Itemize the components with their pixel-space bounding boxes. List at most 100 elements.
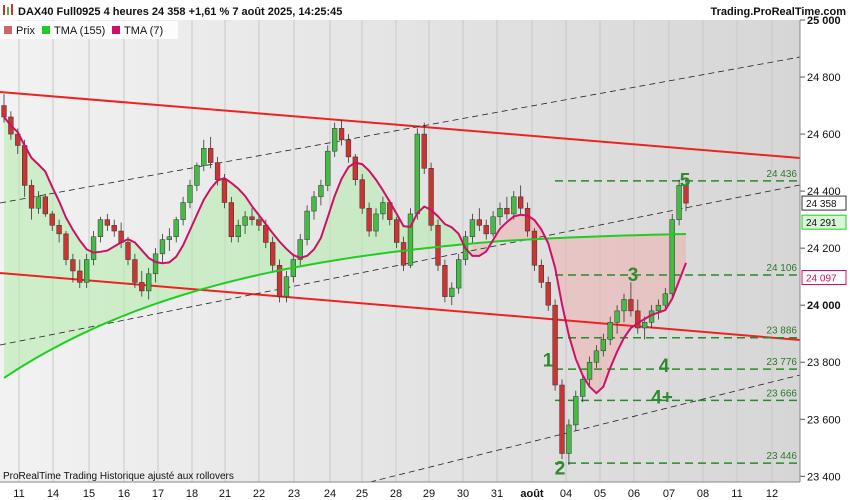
candle-body	[642, 322, 648, 329]
candle-body	[180, 202, 186, 220]
x-tick-label: 16	[118, 488, 130, 500]
candle-body	[311, 196, 317, 212]
x-tick-label: 15	[83, 488, 95, 500]
bearish-fill	[472, 214, 686, 394]
wave-label: 4	[659, 356, 670, 377]
legend-prix: Prix	[16, 25, 35, 37]
candle-body	[662, 293, 668, 306]
candle-body	[228, 202, 234, 237]
x-tick-label: 11	[731, 488, 742, 500]
candle-body	[476, 219, 482, 226]
candle-body	[586, 361, 593, 380]
brand-label: Trading.ProRealTime.com	[710, 6, 846, 18]
y-tick-label: 23 400	[807, 471, 841, 483]
x-tick-label: 14	[47, 488, 59, 500]
candle-body	[421, 133, 427, 169]
candle-body	[56, 225, 62, 235]
x-tick-label: 28	[390, 488, 402, 500]
candle-body	[221, 179, 228, 203]
candle-body	[607, 322, 613, 340]
level-label: 23 776	[766, 357, 797, 368]
candle-body	[538, 265, 544, 283]
candle-body	[407, 213, 414, 266]
channel-lines	[0, 56, 801, 483]
wave-label: 4+	[651, 387, 673, 408]
x-tick-label: 29	[423, 488, 435, 500]
y-tick-label: 24 400	[807, 186, 841, 198]
candle-body	[635, 310, 641, 329]
candle-body	[208, 148, 214, 163]
candle-body	[304, 210, 310, 240]
y-tick-label: 24 200	[807, 243, 841, 255]
price-label-box	[801, 214, 847, 230]
candle-body	[249, 216, 255, 220]
candle-body	[566, 424, 572, 454]
price-label-box	[801, 195, 847, 211]
candle-body	[380, 202, 386, 215]
candle-body	[580, 379, 586, 397]
candle-body	[70, 259, 76, 272]
candle-body	[283, 276, 290, 297]
x-tick-label: 18	[186, 488, 198, 500]
candle-body	[504, 207, 510, 215]
candle-body	[456, 259, 462, 289]
level-label: 23 666	[766, 388, 797, 399]
candle-body	[297, 239, 303, 260]
candle-body	[531, 230, 538, 266]
candle-body	[628, 299, 634, 312]
candles	[1, 94, 689, 465]
candle-body	[187, 185, 193, 203]
level-label: 24 106	[766, 263, 797, 274]
candle-body	[621, 299, 627, 312]
candle-body	[35, 196, 42, 209]
x-tick-label: 07	[663, 488, 675, 500]
candle-body	[352, 156, 358, 180]
channel-upper-red	[0, 91, 801, 159]
candle-body	[600, 339, 606, 352]
y-tick-label: 24 000	[807, 300, 841, 312]
footer-note: ProRealTime Trading Historique ajusté au…	[3, 471, 234, 482]
candle-body	[400, 242, 407, 266]
x-tick-label: 25	[356, 488, 368, 500]
price-label-box	[801, 270, 847, 286]
candle-body	[146, 273, 152, 292]
candle-body	[359, 179, 365, 209]
candle-body	[28, 185, 35, 209]
candle-body	[497, 207, 503, 218]
x-tick-label: 04	[560, 488, 572, 500]
candle-body	[593, 350, 600, 363]
wave-label: 2	[555, 459, 566, 480]
x-tick-label: 24	[324, 488, 336, 500]
candle-body	[325, 150, 331, 186]
candle-body	[449, 287, 455, 297]
level-lines: 24 436 24 106 23 886 23 776 23 666 23 446	[555, 169, 800, 464]
candle-body	[490, 216, 496, 235]
y-tick-label: 24 800	[807, 72, 841, 84]
level-label: 24 436	[766, 169, 797, 180]
candle-body	[655, 304, 662, 312]
candle-body	[173, 219, 179, 237]
x-tick-label: 05	[594, 488, 606, 500]
price-label: 24 291	[806, 218, 837, 229]
candle-body	[152, 253, 159, 275]
x-tick-label: août	[520, 488, 544, 500]
candle-body	[125, 242, 131, 260]
candle-body	[242, 216, 248, 226]
legend: Prix TMA (155) TMA (7)	[0, 21, 178, 39]
candle-body	[42, 196, 48, 215]
candle-body	[559, 384, 565, 454]
wave-label: 3	[628, 265, 639, 286]
header-icon	[3, 4, 13, 15]
candle-body	[518, 196, 524, 209]
legend-tma7: TMA (7)	[124, 25, 163, 37]
candle-body	[111, 225, 117, 232]
candle-body	[345, 139, 352, 158]
x-tick-label: 17	[152, 488, 164, 500]
candle-body	[63, 233, 69, 260]
x-tick-label: 30	[457, 488, 469, 500]
wave-label: 5	[680, 171, 691, 192]
level-label: 23 886	[766, 326, 797, 337]
candle-body	[683, 185, 689, 204]
candle-body	[77, 270, 83, 283]
